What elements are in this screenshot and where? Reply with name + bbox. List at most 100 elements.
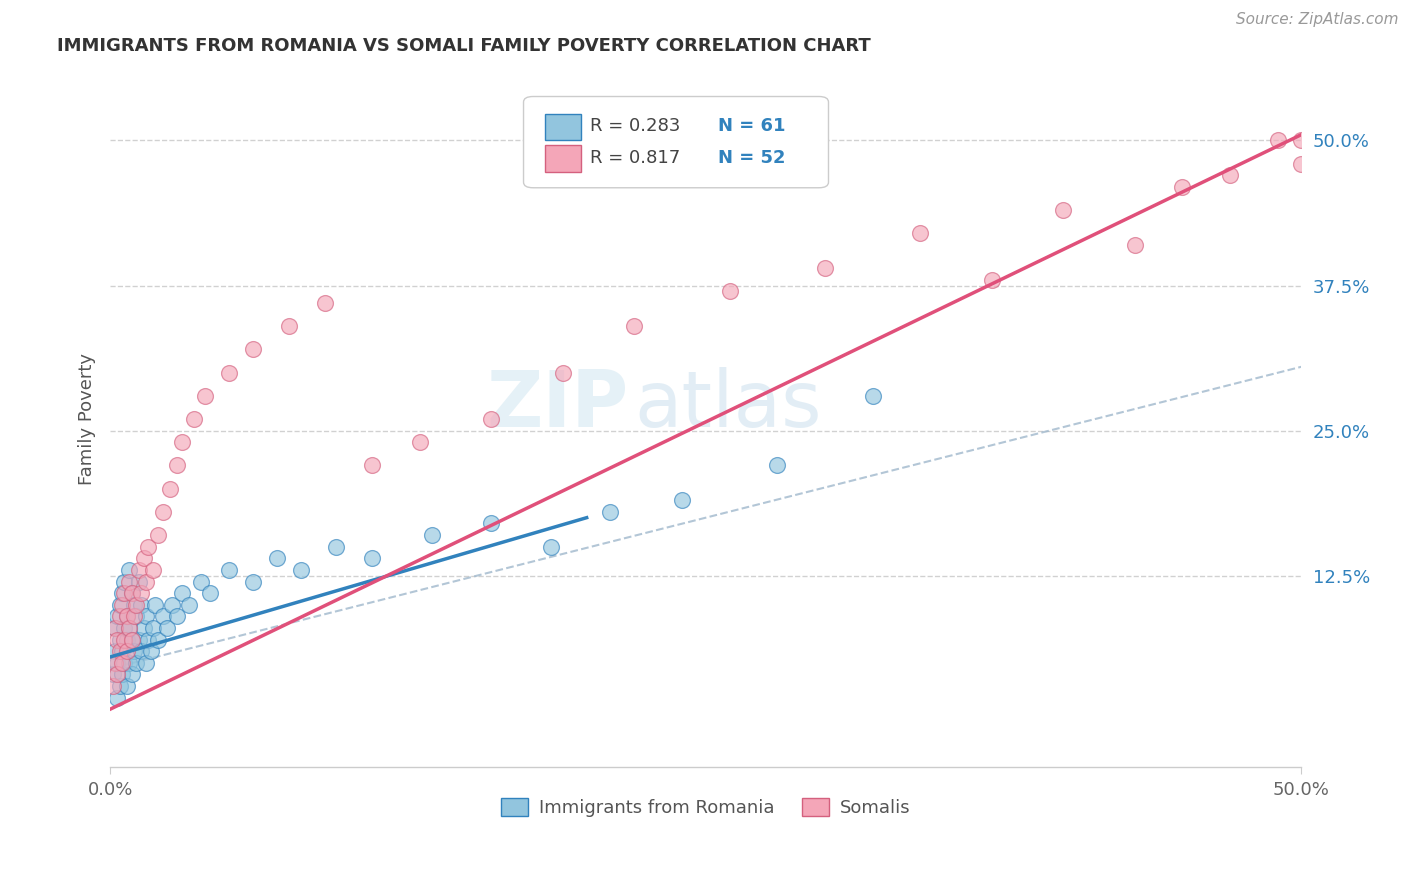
FancyBboxPatch shape (523, 96, 828, 187)
Text: Source: ZipAtlas.com: Source: ZipAtlas.com (1236, 12, 1399, 27)
Point (104, 621, 127, 635)
Point (121, 632, 143, 647)
Point (105, 656, 128, 670)
Point (1291, 133, 1313, 147)
Point (136, 632, 159, 647)
Point (121, 632, 143, 647)
Point (118, 563, 141, 577)
Point (908, 227, 931, 241)
Point (108, 632, 131, 647)
Point (242, 574, 264, 589)
Point (152, 609, 174, 624)
Point (159, 482, 181, 496)
Point (420, 528, 443, 542)
Point (152, 505, 174, 519)
Text: R = 0.817: R = 0.817 (591, 149, 681, 167)
Point (115, 609, 138, 624)
Point (105, 632, 128, 647)
Point (1052, 202, 1074, 217)
Point (766, 458, 789, 473)
Point (325, 540, 347, 554)
Point (101, 679, 124, 693)
Point (129, 586, 152, 600)
Point (132, 551, 155, 566)
Point (146, 528, 169, 542)
Point (108, 598, 131, 612)
Point (114, 621, 136, 635)
Point (111, 598, 134, 612)
Point (980, 273, 1002, 287)
Point (145, 598, 167, 612)
Point (136, 540, 159, 554)
Point (135, 574, 157, 589)
Point (111, 656, 134, 670)
Point (104, 621, 127, 635)
Point (170, 586, 193, 600)
Point (177, 598, 200, 612)
Point (108, 609, 131, 624)
FancyBboxPatch shape (546, 145, 581, 172)
Point (132, 621, 155, 635)
Point (599, 505, 621, 519)
FancyBboxPatch shape (546, 114, 581, 140)
Point (146, 632, 169, 647)
Point (1267, 133, 1289, 147)
Point (1291, 156, 1313, 170)
Point (118, 574, 141, 589)
Point (277, 319, 299, 334)
Point (108, 679, 131, 693)
Point (862, 389, 884, 403)
Point (104, 644, 127, 658)
Point (156, 621, 179, 635)
Point (104, 656, 127, 670)
Point (115, 644, 138, 658)
Point (718, 285, 741, 299)
Point (108, 644, 131, 658)
Point (122, 609, 145, 624)
Point (114, 574, 136, 589)
Point (118, 621, 141, 635)
Point (361, 551, 384, 566)
Point (170, 435, 193, 450)
Y-axis label: Family Poverty: Family Poverty (79, 353, 96, 485)
Point (122, 644, 145, 658)
Point (540, 540, 562, 554)
Point (125, 598, 148, 612)
Point (194, 389, 217, 403)
Point (1171, 179, 1194, 194)
Point (111, 667, 134, 681)
Point (814, 261, 837, 276)
Point (623, 319, 645, 334)
Point (314, 296, 336, 310)
Point (160, 598, 183, 612)
Point (1219, 168, 1241, 182)
Point (266, 551, 288, 566)
Point (121, 667, 143, 681)
Point (111, 644, 134, 658)
Point (139, 644, 162, 658)
Point (121, 586, 143, 600)
Point (115, 679, 138, 693)
Point (128, 632, 150, 647)
Point (479, 412, 502, 426)
Point (290, 563, 312, 577)
Point (200, 586, 222, 600)
Point (183, 412, 205, 426)
Point (142, 563, 165, 577)
Point (128, 574, 150, 589)
Point (671, 493, 693, 508)
Point (118, 656, 141, 670)
Point (101, 667, 124, 681)
Point (125, 656, 148, 670)
Point (118, 621, 141, 635)
Point (242, 343, 264, 357)
Point (111, 586, 134, 600)
Point (129, 598, 152, 612)
Point (551, 366, 574, 380)
Point (114, 586, 136, 600)
Point (361, 458, 384, 473)
Point (125, 609, 148, 624)
Point (409, 435, 432, 450)
Point (128, 563, 150, 577)
Point (479, 516, 502, 531)
